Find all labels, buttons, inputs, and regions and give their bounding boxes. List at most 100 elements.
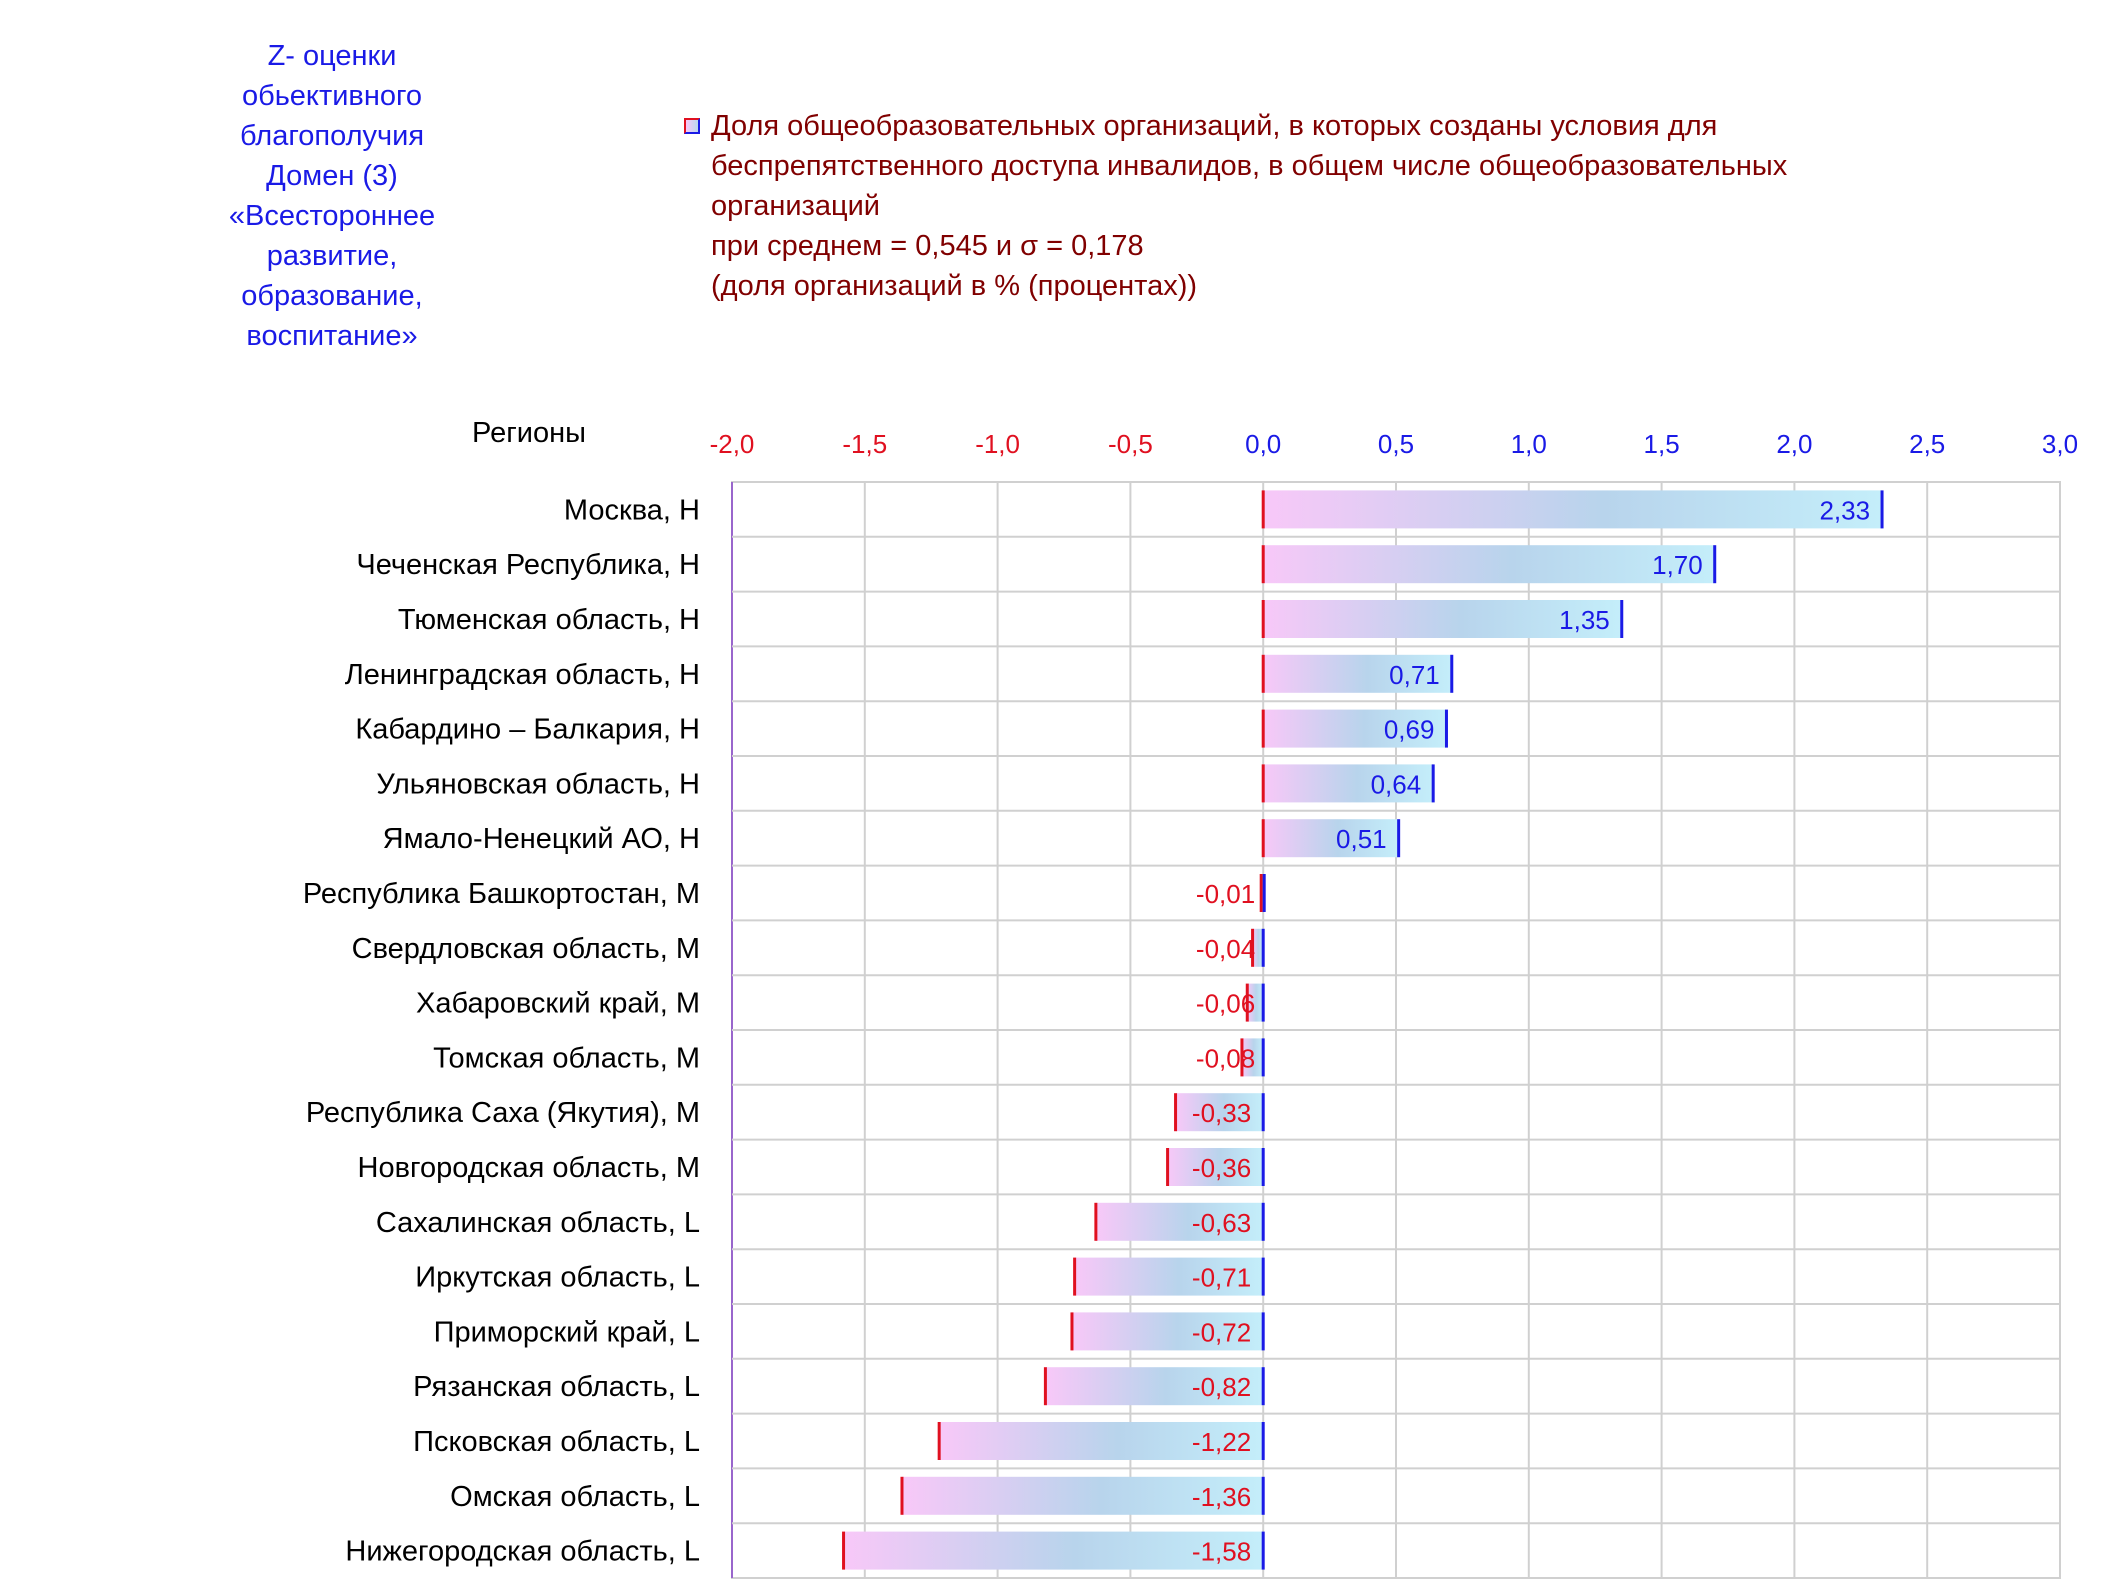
- category-label: Омская область, L: [450, 1481, 700, 1513]
- bar-value-label: -0,06: [1196, 989, 1255, 1019]
- x-tick-label: -1,0: [975, 429, 1020, 459]
- category-label: Ямало-Ненецкий АО, Н: [383, 823, 700, 855]
- bar: [1261, 817, 1401, 859]
- bar-fill: [1263, 764, 1434, 803]
- side-title-line: Домен (3): [266, 160, 398, 192]
- bar: [842, 1530, 1265, 1572]
- bar: [1261, 488, 1884, 530]
- x-tick-label: -0,5: [1108, 429, 1153, 459]
- bar-value-label: 0,69: [1384, 715, 1435, 745]
- x-tick-labels: -2,0 -1,5 -1,0 -0,5 0,0 0,5 1,0 1,5 2,0 2,5 3,0: [710, 429, 2078, 459]
- x-tick-label: 0,5: [1378, 429, 1414, 459]
- category-label: Псковская область, L: [413, 1426, 700, 1458]
- legend-line: Доля общеобразовательных организаций, в …: [711, 110, 1718, 142]
- bar: [1251, 927, 1265, 969]
- bar-value-label: -1,22: [1192, 1427, 1251, 1457]
- bar: [1240, 1036, 1265, 1078]
- legend-line: организаций: [711, 190, 880, 222]
- category-label: Иркутская область, L: [415, 1262, 700, 1294]
- bar-fill: [1045, 1367, 1264, 1406]
- bar-value-label: 2,33: [1819, 495, 1870, 525]
- category-label: Ульяновская область, Н: [376, 768, 700, 800]
- category-label: Нижегородская область, L: [345, 1536, 700, 1568]
- bar: [1043, 1365, 1265, 1407]
- category-label: Москва, Н: [564, 494, 700, 526]
- bar: [1261, 598, 1624, 640]
- bar-fill: [1247, 983, 1264, 1022]
- side-title-line: благополучия: [239, 120, 425, 152]
- category-label: Ленинградская область, Н: [345, 659, 700, 691]
- category-label: Тюменская область, Н: [398, 604, 700, 636]
- bar: [1261, 762, 1435, 804]
- bar: [1245, 982, 1265, 1024]
- value-labels: 2,33 1,70 1,35 0,71 0,69 0,64 0,51 -0,01 -0,04 -0…: [1192, 495, 1870, 1566]
- bar: [1070, 1310, 1265, 1352]
- bar-fill: [1241, 1038, 1264, 1077]
- bar-fill: [1263, 654, 1452, 693]
- bar-value-label: 0,71: [1389, 660, 1440, 690]
- y-axis-title: Регионы: [472, 417, 586, 449]
- bar-fill: [1263, 819, 1399, 858]
- bars: [842, 488, 1884, 1572]
- x-tick-label: 0,0: [1245, 429, 1281, 459]
- legend-line: (доля организаций в % (процентах)): [711, 270, 1198, 302]
- bar-fill: [1167, 1148, 1264, 1186]
- bar-value-label: -1,36: [1192, 1482, 1251, 1512]
- category-labels: Москва, Н Чеченская Республика, Н Тюменска…: [303, 494, 700, 1567]
- bar-value-label: -0,82: [1192, 1372, 1251, 1402]
- bar-value-label: 0,64: [1371, 769, 1422, 799]
- bar: [1259, 872, 1266, 914]
- legend-swatch: [684, 118, 700, 134]
- side-title: Z- оценки обьективного благополучия Домен (…: [170, 36, 494, 356]
- x-tick-label: 1,5: [1644, 429, 1680, 459]
- category-label: Приморский край, L: [434, 1316, 700, 1348]
- bar: [1166, 1146, 1265, 1188]
- bar-fill: [843, 1531, 1264, 1570]
- side-title-line: образование,: [241, 280, 423, 312]
- x-tick-label: 3,0: [2042, 429, 2078, 459]
- bar: [1261, 543, 1717, 585]
- bar: [1174, 1091, 1265, 1133]
- category-label: Сахалинская область, L: [376, 1207, 700, 1239]
- x-tick-label: 1,0: [1511, 429, 1547, 459]
- legend-line: беспрепятственного доступа инвалидов, в …: [711, 150, 1788, 182]
- bar-value-label: 1,70: [1652, 550, 1703, 580]
- side-title-line: обьективного: [241, 80, 423, 112]
- bar-value-label: -0,71: [1192, 1263, 1251, 1293]
- bar-value-label: -0,63: [1192, 1208, 1251, 1238]
- side-title-line: развитие,: [266, 240, 398, 272]
- x-tick-label: 2,5: [1909, 429, 1945, 459]
- bar: [1073, 1256, 1265, 1298]
- bar-fill: [1263, 490, 1883, 529]
- bar-value-label: 1,35: [1559, 605, 1610, 635]
- bar: [1261, 708, 1448, 750]
- bar-value-label: -0,01: [1196, 879, 1255, 909]
- bar-fill: [1074, 1257, 1264, 1296]
- bar-value-label: 0,51: [1336, 824, 1387, 854]
- bar-fill: [1263, 600, 1622, 638]
- side-title-line: «Всестороннее: [228, 200, 436, 232]
- bar-fill: [901, 1476, 1264, 1515]
- category-label: Томская область, М: [433, 1042, 700, 1074]
- bar-fill: [1175, 1093, 1264, 1132]
- bar-value-label: -0,08: [1196, 1043, 1255, 1073]
- bar-fill: [1263, 709, 1447, 748]
- category-label: Республика Саха (Якутия), М: [306, 1097, 700, 1129]
- x-tick-label: -1,5: [842, 429, 887, 459]
- side-title-line: Z- оценки: [267, 40, 397, 72]
- bar-fill: [939, 1422, 1264, 1460]
- bar: [900, 1475, 1265, 1517]
- side-title-line: воспитание»: [246, 320, 418, 352]
- bar: [1261, 653, 1454, 695]
- category-label: Свердловская область, М: [352, 933, 700, 965]
- bar: [1094, 1201, 1265, 1243]
- legend-text: Доля общеобразовательных организаций, в …: [711, 106, 2011, 306]
- bar-fill: [1252, 928, 1264, 967]
- bar-fill: [1263, 545, 1715, 584]
- category-label: Хабаровский край, М: [416, 988, 700, 1020]
- grid-layer: [731, 481, 2061, 1579]
- category-label: Республика Башкортостан, М: [303, 878, 700, 910]
- legend-line: при среднем = 0,545 и σ = 0,178: [711, 230, 1144, 262]
- bar: [937, 1420, 1265, 1462]
